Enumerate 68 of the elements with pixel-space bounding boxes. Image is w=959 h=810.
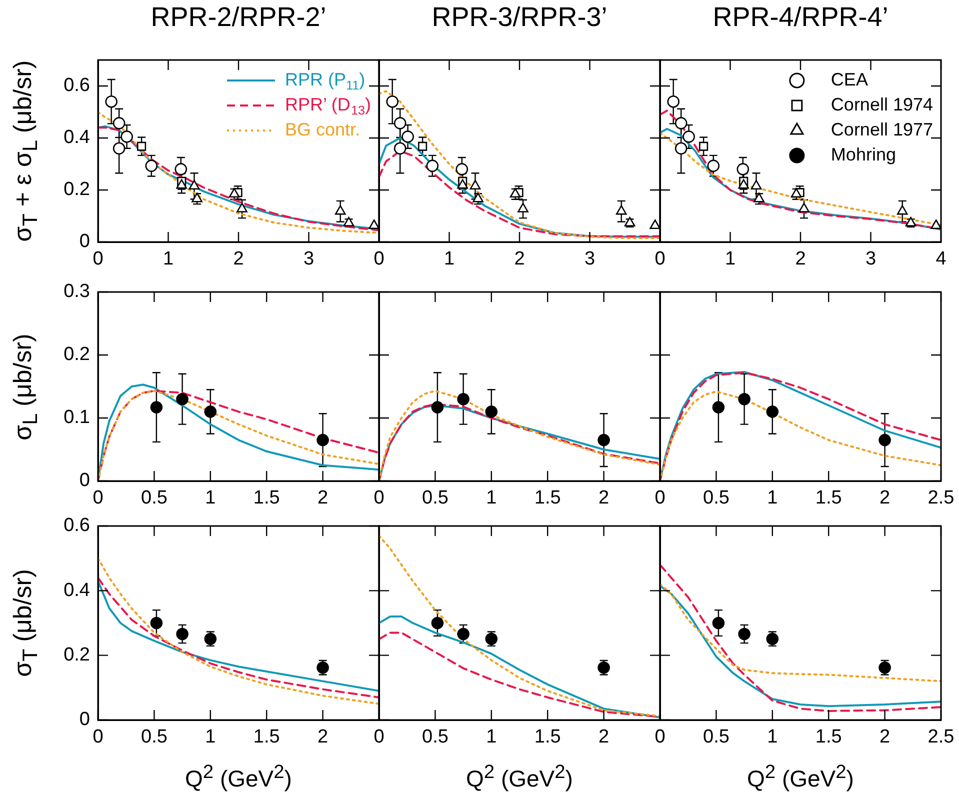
y-tick-label: 0.1 — [64, 407, 90, 428]
x-axis-title: Q$^{2}$ (GeV$^{2}$) — [465, 762, 574, 793]
x-tick-label: 0.5 — [422, 726, 448, 748]
x-tick-label: 1 — [205, 488, 216, 509]
x-tick-label: 0 — [654, 726, 666, 748]
x-tick-label: 1.5 — [253, 726, 280, 748]
x-tick-label: 2 — [318, 488, 328, 509]
x-tick-label: 2 — [598, 488, 610, 509]
x-tick-label: 2 — [880, 488, 890, 509]
x-tick-label: 1.5 — [534, 726, 561, 748]
x-tick-label: 1 — [162, 248, 174, 270]
x-tick-label: 0 — [654, 248, 666, 270]
x-tick-label: 3 — [865, 248, 876, 270]
x-tick-label: 0 — [374, 488, 384, 509]
x-tick-label: 2 — [233, 248, 244, 270]
x-tick-label: 0 — [654, 488, 666, 509]
x-tick-label: 2 — [514, 248, 525, 270]
x-tick-label: 1 — [767, 726, 778, 748]
x-tick-label: 2.5 — [928, 488, 954, 509]
chart-title: RPR-3/RPR-3’ — [430, 2, 608, 33]
x-tick-label: 0.5 — [702, 726, 730, 748]
y-tick-label: 0.4 — [64, 127, 90, 148]
y-tick-label: 0.6 — [64, 75, 90, 96]
y-tick-label: 0.3 — [64, 281, 90, 302]
x-tick-label: 1 — [724, 248, 736, 270]
x-tick-label: 1 — [205, 726, 216, 748]
chart-title: RPR-2/RPR-2’ — [150, 2, 328, 33]
x-tick-label: 0 — [92, 248, 104, 270]
x-tick-label: 2 — [598, 726, 610, 748]
legend-label: Cornell 1974 — [830, 94, 934, 114]
x-tick-label: 0 — [374, 726, 384, 748]
x-tick-label: 0 — [92, 726, 104, 748]
x-tick-label: 1.5 — [534, 488, 561, 509]
x-tick-label: 1 — [486, 726, 497, 748]
x-tick-label: 3 — [584, 248, 596, 270]
x-tick-label: 2 — [880, 726, 890, 748]
x-tick-label: 0.5 — [140, 488, 168, 509]
x-tick-label: 4 — [936, 248, 947, 270]
x-tick-label: 0.5 — [140, 726, 168, 748]
legend-label: Mohring — [830, 144, 896, 164]
x-tick-label: 2 — [795, 248, 806, 270]
y-tick-label: 0.4 — [64, 580, 90, 601]
x-tick-label: 1 — [444, 248, 455, 270]
x-tick-label: 2 — [318, 726, 328, 748]
x-tick-label: 1.5 — [815, 488, 842, 509]
legend-label: BG contr. — [285, 119, 360, 140]
x-tick-label: 0 — [374, 248, 384, 270]
x-tick-label: 3 — [303, 248, 314, 270]
x-tick-label: 1.5 — [253, 488, 280, 509]
x-axis-title: Q$^{2}$ (GeV$^{2}$) — [184, 762, 293, 793]
x-tick-label: 2.5 — [928, 726, 954, 748]
y-tick-label: 0.6 — [64, 515, 90, 536]
y-tick-label: 0.2 — [64, 179, 90, 200]
x-tick-label: 1.5 — [815, 726, 842, 748]
x-tick-label: 0 — [92, 488, 104, 509]
y-tick-label: 0 — [79, 709, 90, 730]
x-tick-label: 0.5 — [422, 488, 448, 509]
x-tick-label: 0.5 — [702, 488, 730, 509]
x-tick-label: 1 — [486, 488, 497, 509]
y-tick-label: 0 — [79, 470, 90, 492]
legend-label: Cornell 1977 — [830, 119, 934, 140]
x-axis-title: Q$^{2}$ (GeV$^{2}$) — [746, 762, 855, 793]
legend-label: CEA — [830, 69, 868, 90]
chart-title: RPR-4/RPR-4’ — [712, 2, 890, 33]
x-tick-label: 1 — [767, 488, 778, 509]
y-tick-label: 0.2 — [64, 644, 90, 666]
y-tick-label: 0.2 — [64, 344, 90, 366]
y-tick-label: 0 — [79, 231, 90, 252]
